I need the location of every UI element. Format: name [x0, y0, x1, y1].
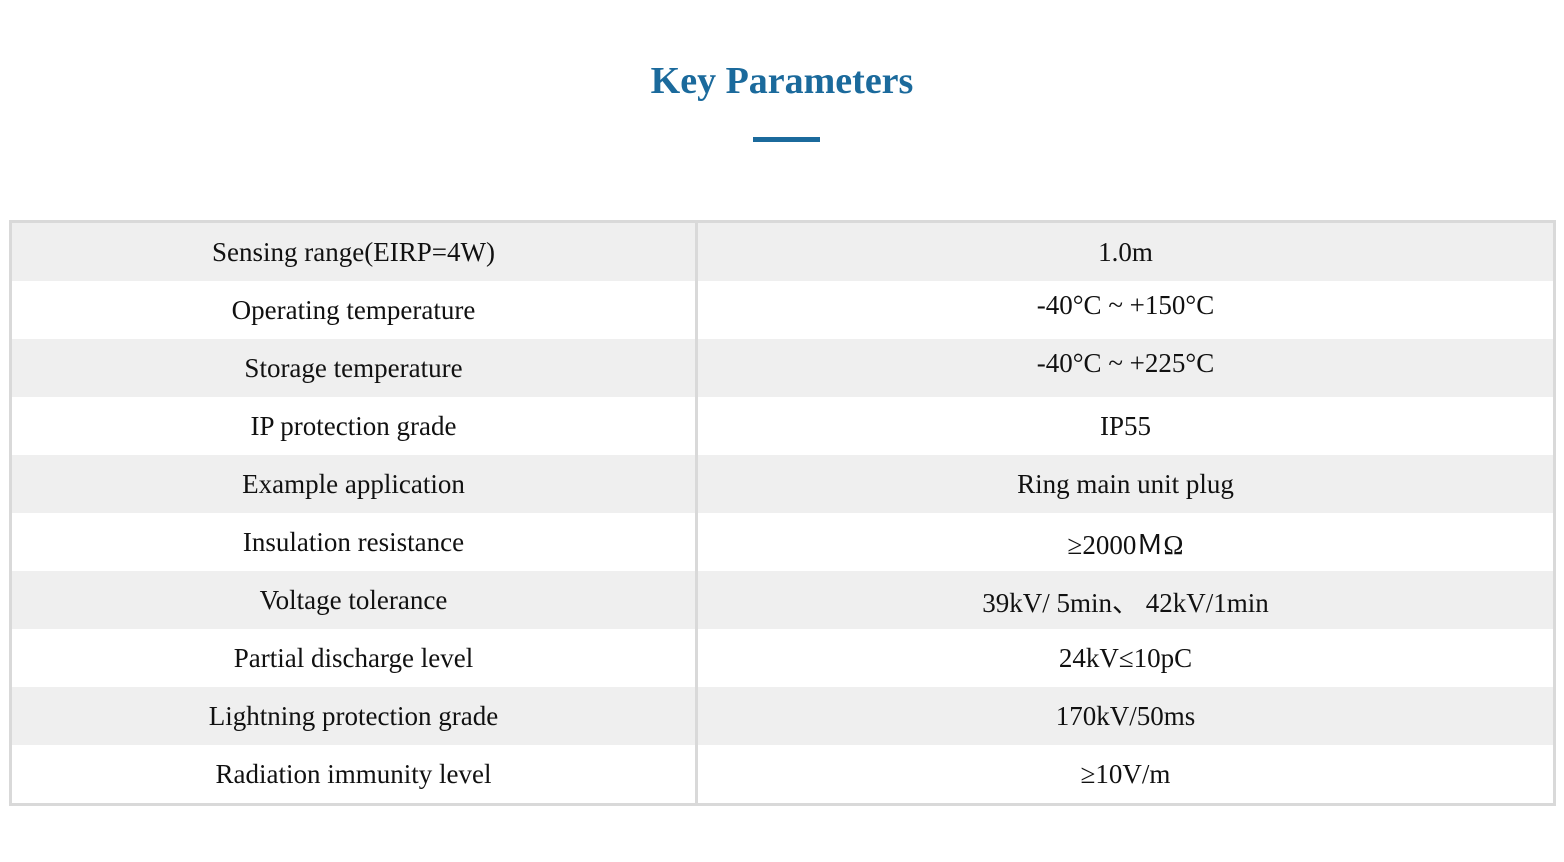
page-title: Key Parameters	[650, 60, 914, 102]
parameter-label: IP protection grade	[10, 397, 698, 455]
parameter-label: Voltage tolerance	[10, 571, 698, 629]
parameter-value: 1.0m	[696, 221, 1555, 281]
table-row: IP protection grade IP55	[10, 397, 1555, 455]
parameter-label: Example application	[10, 455, 698, 513]
table-row: Radiation immunity level ≥10V/m	[10, 745, 1555, 805]
parameter-label: Partial discharge level	[10, 629, 698, 687]
table-row: Partial discharge level 24kV≤10pC	[10, 629, 1555, 687]
parameter-value: -40°C ~ +150°C	[696, 281, 1555, 339]
table-row: Lightning protection grade 170kV/50ms	[10, 687, 1555, 745]
table-row: Insulation resistance ≥2000ＭΩ	[10, 513, 1555, 571]
parameter-value-text: -40°C ~ +225°C	[1036, 347, 1215, 378]
parameter-value: ≥10V/m	[696, 745, 1555, 805]
parameter-value: ≥2000ＭΩ	[696, 513, 1555, 571]
parameter-value: 24kV≤10pC	[696, 629, 1555, 687]
parameter-value: -40°C ~ +225°C	[696, 339, 1555, 397]
title-underline-divider	[753, 137, 820, 142]
parameter-label: Insulation resistance	[10, 513, 698, 571]
table-row: Example application Ring main unit plug	[10, 455, 1555, 513]
parameter-label: Radiation immunity level	[10, 745, 698, 805]
parameter-value: IP55	[696, 397, 1555, 455]
parameter-value: Ring main unit plug	[696, 455, 1555, 513]
table-row: Operating temperature -40°C ~ +150°C	[10, 281, 1555, 339]
table-row: Sensing range(EIRP=4W) 1.0m	[10, 221, 1555, 281]
parameter-value: 39kV/ 5min、 42kV/1min	[696, 571, 1555, 629]
parameter-value-text: -40°C ~ +150°C	[1036, 289, 1215, 320]
parameter-label: Operating temperature	[10, 281, 698, 339]
parameter-value: 170kV/50ms	[696, 687, 1555, 745]
parameters-table: Sensing range(EIRP=4W) 1.0m Operating te…	[9, 220, 1556, 806]
parameter-label: Sensing range(EIRP=4W)	[10, 221, 698, 281]
parameter-label: Lightning protection grade	[10, 687, 698, 745]
table-row: Storage temperature -40°C ~ +225°C	[10, 339, 1555, 397]
table-row: Voltage tolerance 39kV/ 5min、 42kV/1min	[10, 571, 1555, 629]
parameter-label: Storage temperature	[10, 339, 698, 397]
